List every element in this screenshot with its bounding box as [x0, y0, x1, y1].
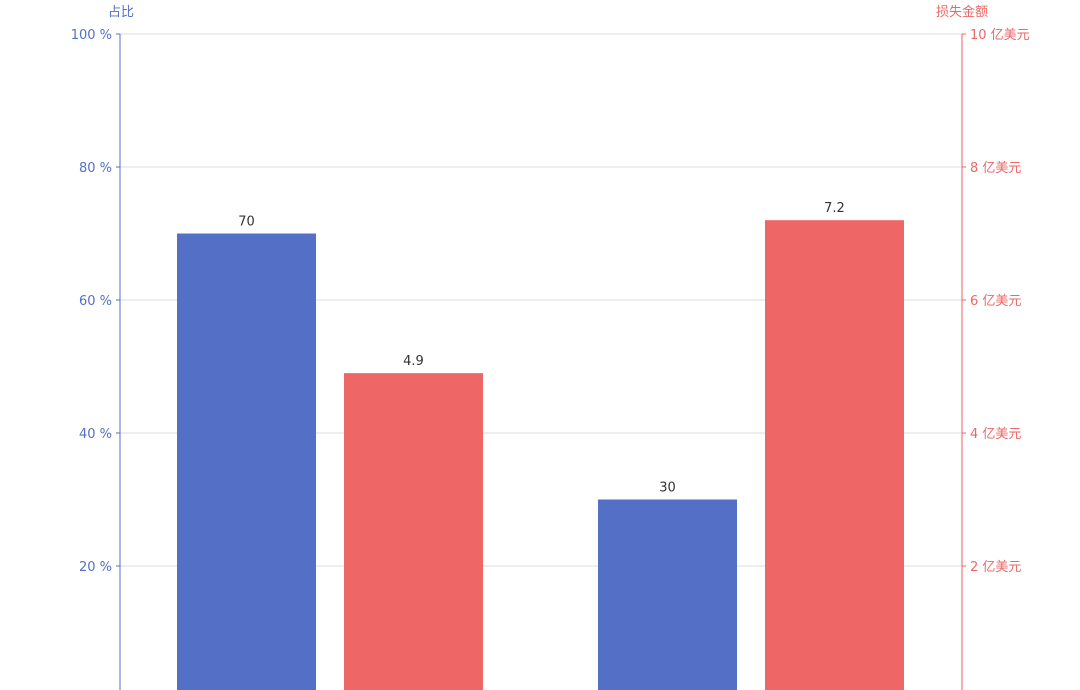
data-label-series1-cat0: 4.9 — [403, 354, 424, 369]
left-tick-label-3: 80 % — [79, 161, 112, 176]
right-tick-label-3: 8 亿美元 — [970, 161, 1021, 176]
data-label-series1-cat1: 7.2 — [824, 201, 845, 216]
data-label-series0-cat0: 70 — [238, 215, 255, 230]
right-tick-label-1: 4 亿美元 — [970, 427, 1021, 442]
bar-series1-cat0 — [344, 373, 483, 690]
data-labels: 70 30 4.9 7.2 — [238, 201, 845, 495]
left-tick-label-2: 60 % — [79, 294, 112, 309]
bar-series0-cat1 — [598, 499, 737, 690]
axes: 占比 损失金额 — [108, 4, 988, 690]
right-tick-label-4: 10 亿美元 — [970, 28, 1030, 43]
left-tick-label-0: 20 % — [79, 560, 112, 575]
left-tick-label-4: 100 % — [71, 28, 112, 43]
left-tick-label-1: 40 % — [79, 427, 112, 442]
right-y-axis-title: 损失金额 — [936, 4, 988, 20]
left-y-axis-title: 占比 — [108, 5, 134, 20]
bar-series1-cat1 — [765, 220, 904, 690]
bar-series0-cat0 — [177, 233, 316, 690]
data-label-series0-cat1: 30 — [659, 481, 676, 496]
right-tick-label-2: 6 亿美元 — [970, 294, 1021, 309]
bars — [177, 220, 904, 690]
right-tick-label-0: 2 亿美元 — [970, 560, 1021, 575]
tick-labels: 20 % 40 % 60 % 80 % 100 % 2 亿美元 4 亿美元 6 亿美元 8 亿美… — [71, 28, 1030, 575]
